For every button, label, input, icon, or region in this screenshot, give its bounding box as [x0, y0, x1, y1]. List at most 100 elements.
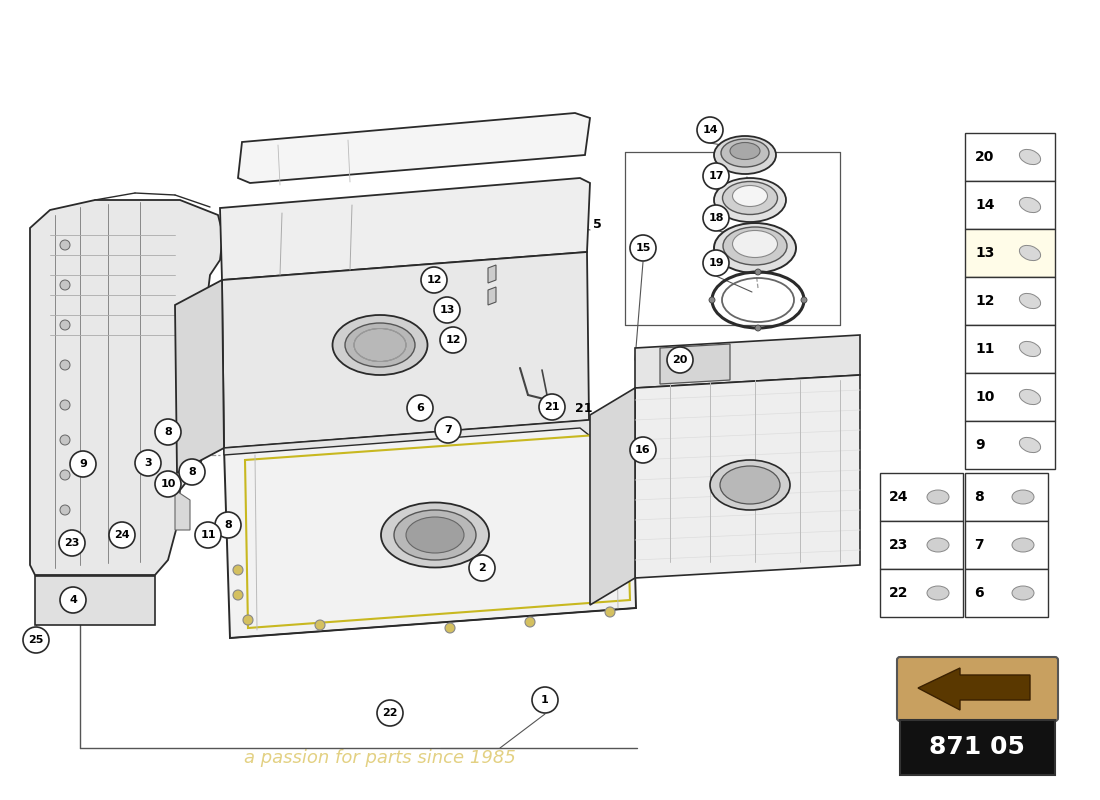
Circle shape	[60, 280, 70, 290]
Text: 6: 6	[974, 586, 983, 600]
Circle shape	[630, 437, 656, 463]
Ellipse shape	[1020, 390, 1041, 405]
Circle shape	[446, 623, 455, 633]
Text: 8: 8	[224, 520, 232, 530]
Text: 13: 13	[975, 246, 994, 260]
Ellipse shape	[1012, 538, 1034, 552]
Circle shape	[60, 587, 86, 613]
Ellipse shape	[1020, 246, 1041, 261]
Text: a passion for parts since 1985: a passion for parts since 1985	[244, 749, 516, 767]
Circle shape	[630, 235, 656, 261]
Text: 7: 7	[444, 425, 452, 435]
Bar	[965, 325, 1055, 373]
Text: 13: 13	[439, 305, 454, 315]
Polygon shape	[238, 113, 590, 183]
Ellipse shape	[733, 230, 778, 258]
Bar	[965, 569, 1048, 617]
Polygon shape	[918, 668, 1030, 710]
Text: 17: 17	[708, 171, 724, 181]
Ellipse shape	[1020, 294, 1041, 309]
Ellipse shape	[927, 538, 949, 552]
Ellipse shape	[720, 466, 780, 504]
Text: 19: 19	[708, 258, 724, 268]
Circle shape	[60, 540, 70, 550]
Bar	[965, 229, 1055, 277]
Text: 21: 21	[544, 402, 560, 412]
Text: 22: 22	[889, 586, 909, 600]
Circle shape	[60, 400, 70, 410]
Circle shape	[109, 522, 135, 548]
Ellipse shape	[406, 517, 464, 553]
Text: 14: 14	[975, 198, 994, 212]
Circle shape	[60, 505, 70, 515]
Text: 8: 8	[188, 467, 196, 477]
Circle shape	[532, 687, 558, 713]
Text: 9: 9	[975, 438, 984, 452]
Ellipse shape	[723, 182, 778, 214]
Circle shape	[434, 297, 460, 323]
Text: 6: 6	[416, 403, 424, 413]
Polygon shape	[635, 335, 860, 388]
Text: 15: 15	[636, 243, 651, 253]
Text: 14: 14	[702, 125, 718, 135]
Ellipse shape	[714, 178, 786, 222]
Text: 11: 11	[975, 342, 994, 356]
Circle shape	[243, 615, 253, 625]
Ellipse shape	[720, 139, 769, 167]
Circle shape	[434, 417, 461, 443]
Text: 20: 20	[672, 355, 688, 365]
Text: 23: 23	[889, 538, 909, 552]
Polygon shape	[488, 287, 496, 305]
Text: 8: 8	[164, 427, 172, 437]
Ellipse shape	[927, 490, 949, 504]
Text: 2: 2	[478, 563, 486, 573]
Ellipse shape	[730, 142, 760, 159]
Ellipse shape	[714, 136, 775, 174]
Circle shape	[605, 607, 615, 617]
Text: 11: 11	[200, 530, 216, 540]
Circle shape	[60, 320, 70, 330]
Text: 12: 12	[975, 294, 994, 308]
Polygon shape	[488, 265, 496, 283]
Bar	[880, 521, 962, 569]
Polygon shape	[222, 252, 588, 448]
Text: 5: 5	[593, 218, 602, 231]
Text: 10: 10	[161, 479, 176, 489]
Ellipse shape	[332, 315, 428, 375]
Text: 23: 23	[64, 538, 79, 548]
Text: 16: 16	[635, 445, 651, 455]
Ellipse shape	[1020, 342, 1041, 357]
Polygon shape	[220, 178, 590, 280]
Ellipse shape	[733, 186, 768, 206]
Ellipse shape	[1020, 198, 1041, 213]
Text: 12: 12	[427, 275, 442, 285]
Text: 24: 24	[114, 530, 130, 540]
Circle shape	[703, 163, 729, 189]
Circle shape	[155, 419, 182, 445]
Ellipse shape	[381, 502, 490, 567]
Ellipse shape	[1020, 150, 1041, 165]
Ellipse shape	[710, 460, 790, 510]
Text: 871 05: 871 05	[930, 735, 1025, 759]
Circle shape	[60, 470, 70, 480]
Bar	[965, 521, 1048, 569]
Polygon shape	[175, 490, 190, 530]
Circle shape	[421, 267, 447, 293]
Circle shape	[23, 627, 50, 653]
Text: 25: 25	[29, 635, 44, 645]
Bar	[965, 133, 1055, 181]
Circle shape	[233, 565, 243, 575]
Circle shape	[697, 117, 723, 143]
Circle shape	[155, 471, 182, 497]
Bar	[965, 181, 1055, 229]
Circle shape	[214, 512, 241, 538]
Ellipse shape	[927, 586, 949, 600]
Ellipse shape	[1012, 490, 1034, 504]
Circle shape	[801, 297, 807, 303]
Bar	[900, 720, 1055, 775]
Circle shape	[667, 347, 693, 373]
Bar	[880, 473, 962, 521]
Text: 4: 4	[69, 595, 77, 605]
Circle shape	[539, 394, 565, 420]
Text: 7: 7	[974, 538, 983, 552]
